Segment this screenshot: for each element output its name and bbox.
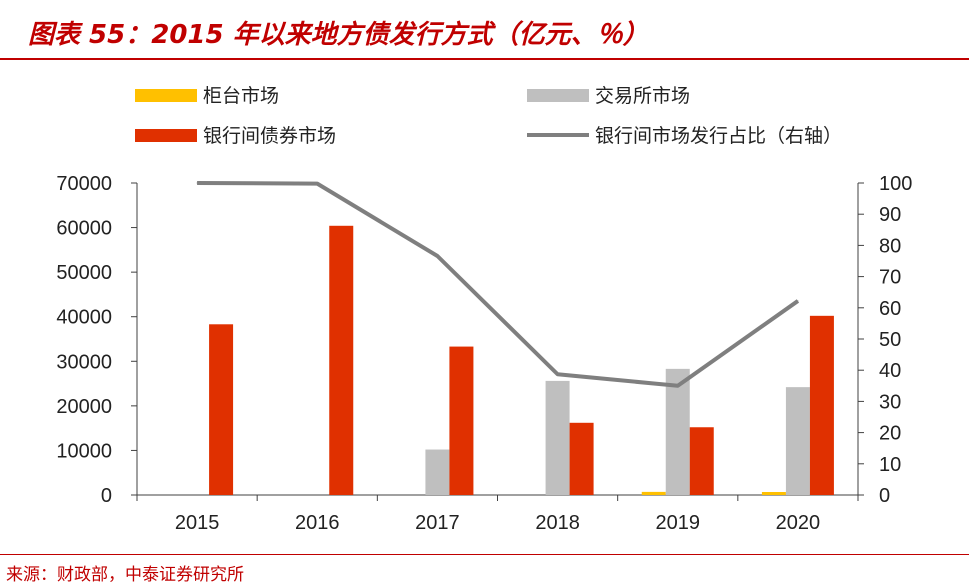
line-series [197, 181, 800, 388]
x-tick-label: 2018 [535, 512, 580, 534]
right-tick-label: 60 [879, 298, 901, 320]
bar-银行间债券市场 [689, 427, 714, 495]
left-tick-label: 70000 [56, 173, 112, 195]
legend-swatch [135, 129, 197, 142]
bar-交易所市场 [665, 368, 690, 495]
bar-交易所市场 [545, 380, 570, 495]
legend-label: 银行间市场发行占比（右轴） [595, 125, 842, 147]
bar-柜台市场 [641, 491, 666, 495]
right-tick-label: 20 [879, 423, 901, 445]
bar-柜台市场 [761, 492, 786, 495]
line-point [557, 373, 559, 375]
right-tick-label: 90 [879, 204, 901, 226]
bar-银行间债券市场 [809, 315, 834, 495]
bar-银行间债券市场 [449, 346, 474, 495]
x-tick-label: 2015 [175, 512, 220, 534]
legend-label: 柜台市场 [203, 85, 279, 107]
right-tick-label: 100 [879, 173, 912, 195]
bar-交易所市场 [785, 387, 810, 495]
left-tick-label: 20000 [56, 396, 112, 418]
legend-label: 交易所市场 [595, 85, 690, 107]
bar-银行间债券市场 [209, 324, 234, 495]
source-note: 来源：财政部，中泰证券研究所 [6, 565, 244, 585]
left-tick-label: 50000 [56, 262, 112, 284]
right-tick-label: 70 [879, 267, 901, 289]
bar-银行间债券市场 [329, 225, 354, 495]
line-point [797, 300, 799, 302]
left-tick-label: 0 [101, 485, 112, 507]
x-tick-label: 2016 [295, 512, 340, 534]
legend-label: 银行间债券市场 [203, 125, 336, 147]
line-point [316, 183, 318, 185]
right-tick-label: 80 [879, 235, 901, 257]
x-tick-label: 2020 [776, 512, 821, 534]
bar-银行间债券市场 [569, 422, 594, 495]
chart-canvas: 0 10000 20000 30000 40000 50000 60000 70000 0 10 2… [56, 85, 912, 534]
right-tick-label: 40 [879, 360, 901, 382]
right-tick-label: 30 [879, 391, 901, 413]
right-tick-label: 0 [879, 485, 890, 507]
left-tick-label: 60000 [56, 218, 112, 240]
right-tick-label: 10 [879, 454, 901, 476]
source-divider [0, 554, 969, 555]
left-tick-label: 40000 [56, 307, 112, 329]
bar-交易所市场 [425, 449, 450, 495]
left-tick-label: 10000 [56, 440, 112, 462]
line-point [436, 255, 438, 257]
line-point [677, 385, 679, 387]
x-tick-label: 2017 [415, 512, 460, 534]
left-tick-label: 30000 [56, 351, 112, 373]
x-tick-label: 2019 [656, 512, 701, 534]
title-divider [0, 58, 969, 60]
right-tick-label: 50 [879, 329, 901, 351]
legend-swatch [527, 89, 589, 102]
legend-swatch [135, 89, 197, 102]
line-point [196, 182, 198, 184]
chart-title: 图表 55：2015 年以来地方债发行方式（亿元、％） [28, 20, 649, 50]
